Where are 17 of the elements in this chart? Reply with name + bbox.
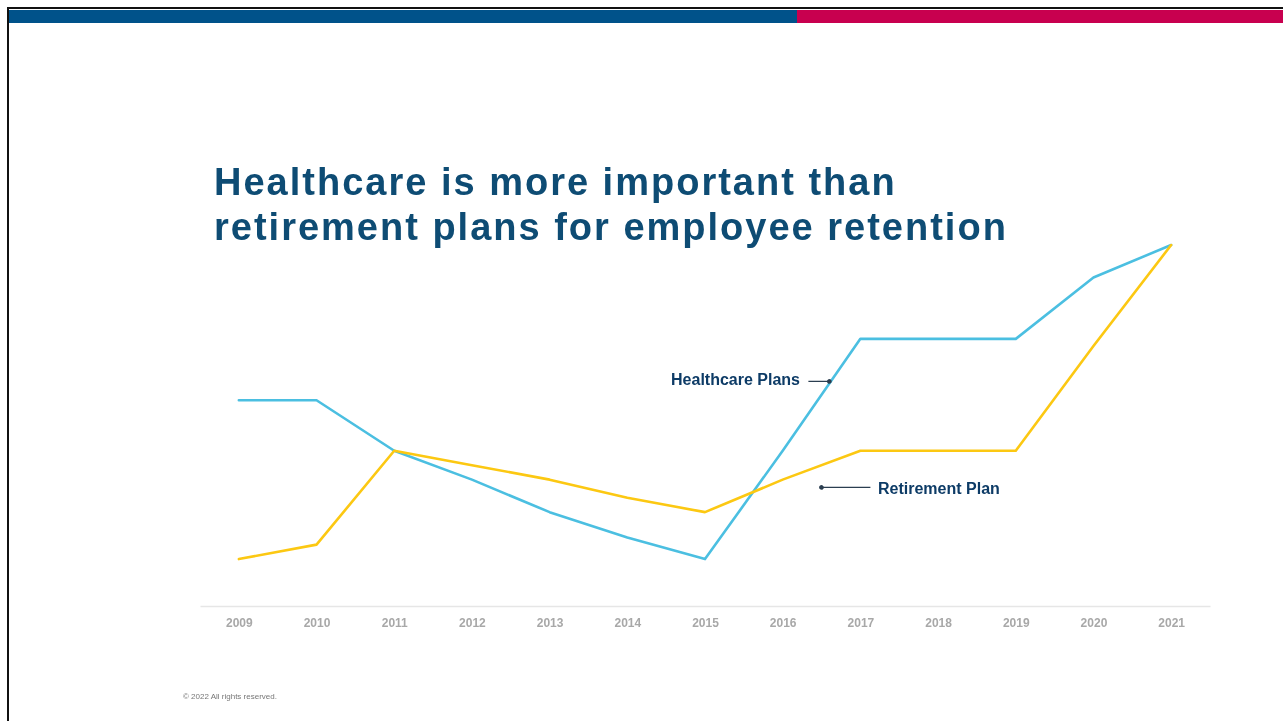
x-tick-label: 2017	[847, 615, 875, 630]
x-tick-label: 2013	[536, 615, 564, 630]
series-label: Retirement Plan	[878, 480, 1000, 497]
series-label: Healthcare Plans	[671, 371, 801, 388]
x-tick-label: 2014	[614, 615, 642, 630]
x-tick-label: 2009	[225, 615, 254, 630]
x-tick-label: 2015	[692, 615, 720, 630]
chart-title: Healthcare is more important than retirement plans for employee retention	[214, 161, 1008, 248]
text: © 2022 All rights reserved.	[183, 692, 277, 701]
x-tick-label: 2018	[925, 615, 953, 630]
x-tick-label: 2019	[1002, 615, 1030, 630]
x-tick-label: 2011	[381, 615, 409, 630]
x-tick-label: 2016	[769, 615, 797, 630]
x-tick-label: 2020	[1080, 615, 1108, 630]
x-tick-label: 2010	[303, 615, 331, 630]
x-tick-label: 2012	[459, 615, 487, 630]
x-tick-label: 2021	[1158, 615, 1186, 630]
